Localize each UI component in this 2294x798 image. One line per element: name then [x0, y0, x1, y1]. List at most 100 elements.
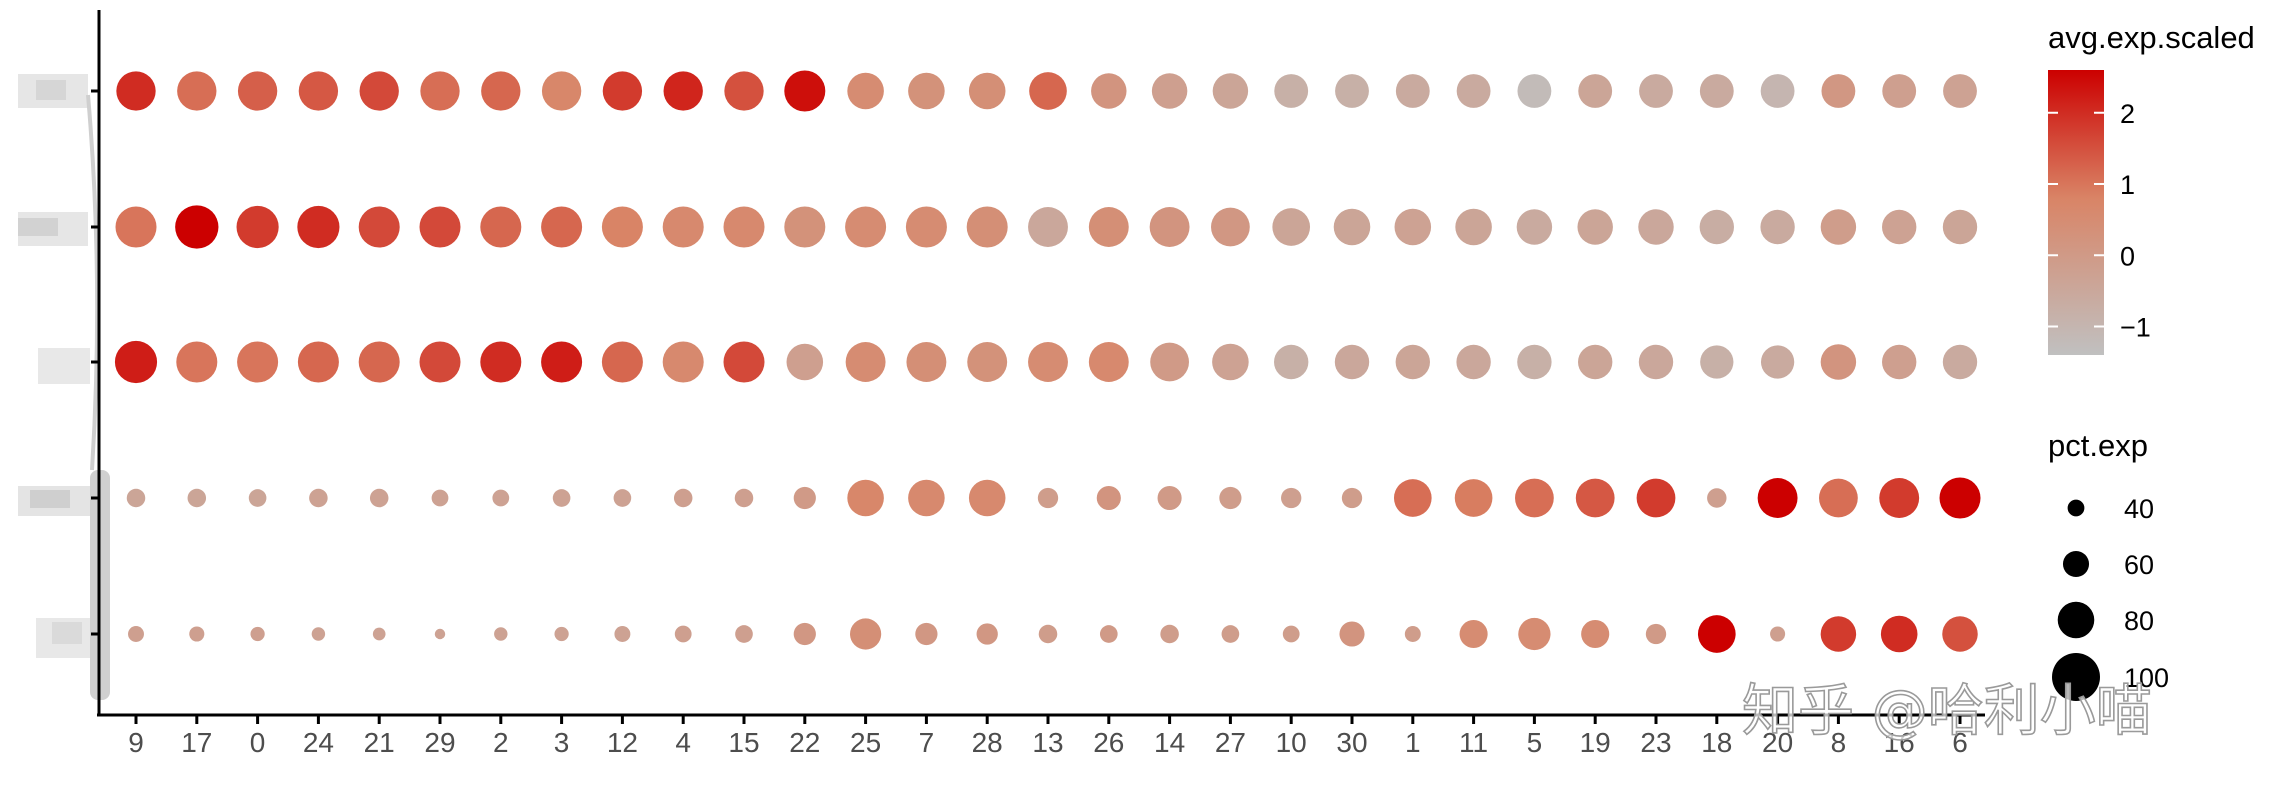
dot-row4-cluster-25: [847, 479, 884, 517]
dot-row2-cluster-17: [175, 205, 219, 249]
dot-row4-cluster-7: [908, 479, 945, 517]
dot-row2-cluster-19: [1577, 209, 1613, 245]
dot-row5-cluster-8: [1820, 616, 1857, 652]
size-legend-label: 100: [2124, 663, 2169, 693]
dot-row1-cluster-6: [1943, 74, 1977, 108]
dot-row2-cluster-18: [1699, 209, 1734, 245]
dot-row5-cluster-23: [1645, 623, 1667, 645]
dot-row4-cluster-1: [1393, 479, 1432, 517]
x-tick-label: 13: [1032, 727, 1063, 758]
dot-row3-cluster-10: [1274, 344, 1309, 380]
dot-row3-cluster-14: [1150, 342, 1189, 382]
dot-row1-cluster-19: [1578, 74, 1613, 108]
dot-row4-cluster-20: [1757, 478, 1798, 518]
dot-row1-cluster-25: [847, 72, 884, 110]
dot-row5-cluster-15: [735, 625, 753, 643]
obscured-gene-label-4b: [30, 490, 70, 508]
dot-row1-cluster-0: [237, 71, 278, 111]
dot-row4-cluster-18: [1707, 488, 1727, 508]
dot-row3-cluster-18: [1700, 345, 1734, 379]
x-tick-label: 3: [554, 727, 570, 758]
dot-row1-cluster-10: [1274, 74, 1309, 108]
x-tick-label: 8: [1831, 727, 1847, 758]
dot-row2-cluster-20: [1760, 209, 1795, 245]
dot-row4-cluster-28: [968, 479, 1006, 517]
dot-row5-cluster-10: [1282, 625, 1300, 643]
x-tick-label: 23: [1640, 727, 1671, 758]
size-legend: pct.exp 40 60 80 100: [2048, 428, 2169, 701]
dot-row1-cluster-13: [1029, 72, 1067, 110]
dot-row4-cluster-22: [793, 486, 816, 510]
dot-row3-cluster-4: [662, 341, 704, 383]
dot-row3-cluster-25: [845, 342, 886, 382]
dot-row5-cluster-25: [850, 618, 882, 650]
dot-row4-cluster-9: [126, 488, 146, 508]
dot-row5-cluster-9: [128, 626, 144, 642]
dot-row2-cluster-8: [1820, 209, 1857, 245]
x-tick-label: 24: [303, 727, 334, 758]
dot-row2-cluster-21: [358, 206, 400, 248]
dot-row5-cluster-0: [250, 626, 265, 642]
dot-row2-cluster-25: [845, 206, 887, 248]
dot-row3-cluster-15: [723, 341, 765, 383]
dot-row5-cluster-13: [1038, 624, 1058, 644]
size-legend-dot: [2057, 601, 2095, 639]
x-tick-label: 10: [1276, 727, 1307, 758]
dot-row2-cluster-10: [1272, 208, 1311, 246]
x-tick-label: 21: [364, 727, 395, 758]
dot-row2-cluster-24: [297, 205, 340, 249]
dot-row3-cluster-1: [1395, 344, 1430, 380]
x-tick-label: 7: [919, 727, 935, 758]
dot-row5-cluster-29: [434, 628, 446, 640]
dot-row1-cluster-5: [1517, 74, 1552, 108]
dot-row5-cluster-3: [554, 626, 569, 642]
colorbar-tick-label: −1: [2120, 313, 2151, 343]
obscured-dendrogram-curve: [86, 94, 100, 471]
dot-row1-cluster-1: [1395, 74, 1430, 108]
dot-row1-cluster-17: [177, 71, 217, 111]
x-tick-label: 26: [1093, 727, 1124, 758]
dot-row3-cluster-21: [358, 341, 400, 383]
dot-row3-cluster-28: [967, 342, 1008, 382]
dot-row5-cluster-6: [1942, 616, 1978, 652]
dot-row1-cluster-7: [908, 72, 945, 110]
dot-row2-cluster-11: [1455, 208, 1492, 246]
dot-row5-cluster-26: [1099, 625, 1118, 643]
dot-row1-cluster-26: [1091, 73, 1127, 109]
dot-row2-cluster-12: [601, 206, 643, 248]
dot-row3-cluster-7: [906, 342, 947, 382]
dot-row4-cluster-4: [673, 488, 693, 508]
dot-row1-cluster-12: [602, 71, 643, 111]
dot-row5-cluster-11: [1459, 619, 1488, 649]
dot-row4-cluster-27: [1219, 486, 1242, 510]
dot-row2-cluster-22: [784, 206, 826, 248]
dot-row4-cluster-23: [1636, 478, 1676, 518]
dot-row4-cluster-16: [1879, 478, 1920, 518]
dot-row5-cluster-16: [1880, 615, 1918, 653]
dot-row2-cluster-23: [1638, 209, 1674, 245]
dot-row5-cluster-17: [189, 626, 205, 642]
dot-row3-cluster-20: [1760, 345, 1795, 379]
dot-row2-cluster-7: [905, 206, 947, 248]
dot-row3-cluster-11: [1456, 344, 1491, 380]
dot-row2-cluster-16: [1882, 209, 1917, 245]
dot-row3-cluster-3: [541, 341, 583, 383]
dot-row5-cluster-18: [1697, 615, 1736, 653]
dot-row1-cluster-14: [1151, 73, 1188, 109]
dot-row1-cluster-2: [481, 71, 521, 111]
dot-row1-cluster-16: [1882, 74, 1917, 108]
colorbar-tick-label: 2: [2120, 99, 2135, 129]
dot-row1-cluster-29: [420, 71, 460, 111]
dot-row4-cluster-21: [369, 488, 389, 508]
dot-row2-cluster-1: [1394, 208, 1432, 246]
dot-row5-cluster-24: [311, 627, 326, 641]
x-tick-label: 30: [1336, 727, 1367, 758]
x-tick-label: 1: [1405, 727, 1421, 758]
dot-row3-cluster-22: [786, 343, 824, 381]
dot-row3-cluster-2: [480, 341, 522, 383]
dot-row1-cluster-22: [784, 70, 826, 112]
x-tick-label: 14: [1154, 727, 1185, 758]
x-tick-label: 2: [493, 727, 509, 758]
dot-row3-cluster-30: [1334, 344, 1370, 380]
